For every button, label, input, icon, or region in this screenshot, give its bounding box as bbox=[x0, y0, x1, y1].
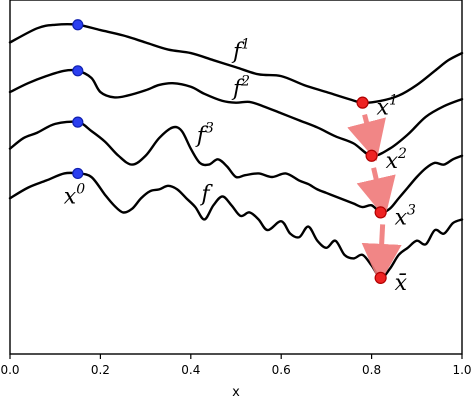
series-label: f2 bbox=[231, 73, 250, 101]
axes bbox=[9, 0, 463, 355]
minimum-point bbox=[356, 96, 369, 109]
series-label: f bbox=[199, 182, 213, 207]
x-tick-label: 0.2 bbox=[91, 363, 110, 377]
minimum-point-label: x1 bbox=[377, 93, 398, 121]
x-axis-label: x bbox=[232, 385, 240, 400]
descent-arrow bbox=[347, 114, 386, 162]
series-label: f3 bbox=[195, 121, 214, 149]
x-tick-label: 0.4 bbox=[181, 363, 200, 377]
x-tick-label: 0.8 bbox=[362, 363, 381, 377]
minimum-point bbox=[365, 149, 378, 162]
minimum-point-label: x2 bbox=[386, 146, 407, 174]
start-point bbox=[72, 116, 84, 128]
series-line-1 bbox=[8, 23, 464, 104]
series-line-3 bbox=[8, 120, 464, 214]
descent-arrow bbox=[356, 167, 396, 218]
minimum-point-label: x̄ bbox=[395, 271, 408, 296]
x-tick-label: 0.0 bbox=[0, 363, 19, 377]
plot-frame bbox=[9, 0, 463, 355]
start-point bbox=[72, 167, 84, 180]
series-label: f1 bbox=[231, 36, 250, 64]
start-point-label: x0 bbox=[64, 181, 85, 209]
x-axis-ticks: 0.0 0.2 0.4 0.6 0.8 1.0 bbox=[0, 354, 472, 377]
markers-group bbox=[72, 19, 387, 284]
x-tick-label: 0.6 bbox=[272, 363, 291, 377]
descent-arrows bbox=[347, 114, 402, 284]
minimum-point bbox=[374, 271, 387, 284]
minimum-point-label: x3 bbox=[395, 202, 416, 230]
x-tick-label: 1.0 bbox=[452, 363, 471, 377]
series-labels: f1 x1 f2 x2 f3 x3 f x0 x̄ bbox=[64, 36, 416, 295]
descent-arrow bbox=[361, 224, 402, 284]
minimum-point bbox=[374, 206, 387, 219]
start-point bbox=[72, 65, 84, 77]
start-point bbox=[72, 19, 84, 31]
